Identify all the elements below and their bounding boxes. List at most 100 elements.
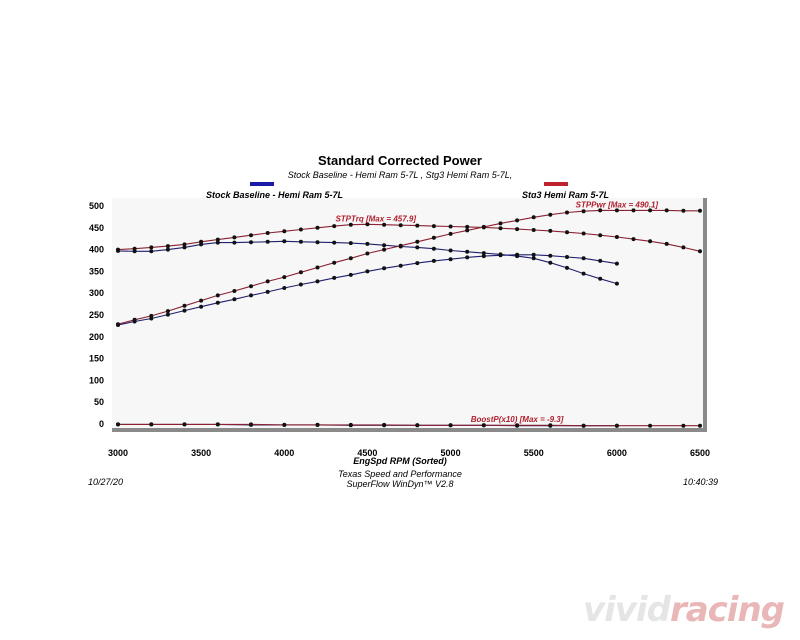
data-point bbox=[215, 237, 220, 242]
data-point bbox=[415, 239, 420, 244]
data-point bbox=[565, 230, 569, 235]
data-point bbox=[614, 208, 619, 213]
data-point bbox=[249, 284, 253, 289]
data-point bbox=[282, 239, 287, 244]
data-point bbox=[298, 239, 303, 244]
data-point bbox=[132, 317, 137, 322]
data-point bbox=[365, 269, 370, 274]
data-point bbox=[565, 210, 569, 215]
data-point bbox=[232, 235, 237, 240]
footer-company: Texas Speed and Performance bbox=[338, 469, 462, 479]
data-point bbox=[315, 422, 320, 427]
data-point bbox=[531, 256, 536, 261]
data-point bbox=[298, 270, 303, 275]
data-point bbox=[614, 423, 619, 428]
data-point bbox=[548, 253, 553, 258]
data-point bbox=[481, 251, 486, 256]
data-point bbox=[465, 249, 470, 254]
y-tick-label: 100 bbox=[89, 375, 104, 385]
data-point bbox=[581, 271, 586, 276]
data-point bbox=[431, 246, 436, 251]
data-point bbox=[581, 423, 586, 428]
data-point bbox=[382, 243, 387, 248]
y-tick-label: 0 bbox=[99, 419, 104, 429]
y-tick-label: 450 bbox=[89, 223, 104, 233]
data-point bbox=[348, 241, 353, 246]
data-point bbox=[282, 422, 287, 427]
data-point bbox=[548, 212, 553, 217]
data-point bbox=[664, 241, 669, 246]
data-point bbox=[398, 223, 403, 228]
data-point bbox=[465, 255, 470, 260]
data-point bbox=[165, 309, 170, 314]
data-point bbox=[265, 231, 270, 235]
annotation-label: BoostP(x10) [Max = -9.3] bbox=[471, 415, 564, 424]
data-point bbox=[698, 423, 702, 428]
data-point bbox=[165, 244, 170, 249]
data-point bbox=[598, 258, 603, 263]
data-point bbox=[232, 289, 237, 293]
data-point bbox=[332, 224, 337, 229]
data-point bbox=[315, 265, 320, 270]
data-point bbox=[448, 224, 453, 229]
data-point bbox=[348, 272, 353, 277]
x-tick-label: 6000 bbox=[607, 448, 627, 458]
data-point bbox=[614, 261, 619, 266]
data-point bbox=[382, 247, 387, 252]
data-point bbox=[132, 246, 137, 251]
data-point bbox=[598, 208, 603, 213]
x-tick-label: 5000 bbox=[441, 448, 461, 458]
y-tick-label: 500 bbox=[89, 201, 104, 211]
data-point bbox=[498, 253, 503, 258]
data-point bbox=[182, 245, 187, 250]
data-point bbox=[614, 235, 619, 239]
data-point bbox=[265, 289, 270, 294]
data-point bbox=[448, 257, 453, 262]
data-point bbox=[149, 422, 154, 427]
data-point bbox=[116, 422, 120, 427]
data-point bbox=[348, 256, 353, 261]
y-tick-label: 300 bbox=[89, 288, 104, 298]
data-point bbox=[232, 240, 237, 245]
data-point bbox=[282, 286, 287, 290]
data-point bbox=[215, 240, 220, 245]
data-point bbox=[165, 247, 170, 252]
data-point bbox=[581, 256, 586, 261]
legend-stock-swatch bbox=[250, 182, 274, 186]
data-point bbox=[698, 249, 702, 254]
data-point bbox=[515, 218, 520, 223]
x-tick-label: 4000 bbox=[274, 448, 294, 458]
data-point bbox=[215, 293, 220, 298]
data-point bbox=[382, 422, 387, 427]
series-line-1 bbox=[117, 254, 617, 326]
data-point bbox=[548, 228, 553, 233]
data-point bbox=[598, 233, 603, 238]
legend-stg3-label: Stg3 Hemi Ram 5-7L bbox=[522, 190, 610, 200]
data-point bbox=[348, 222, 353, 227]
footer-time: 10:40:39 bbox=[683, 477, 719, 487]
data-point bbox=[565, 255, 569, 259]
data-point bbox=[149, 249, 154, 254]
data-point bbox=[415, 223, 420, 228]
data-point bbox=[249, 233, 253, 238]
data-point bbox=[431, 224, 436, 229]
data-point bbox=[631, 208, 636, 213]
data-point bbox=[298, 282, 303, 287]
data-point bbox=[648, 239, 653, 244]
data-point bbox=[465, 224, 470, 229]
data-point bbox=[631, 237, 636, 242]
data-point bbox=[598, 276, 603, 281]
x-tick-label: 4500 bbox=[357, 448, 377, 458]
legend-stg3-swatch bbox=[544, 182, 568, 186]
data-point bbox=[215, 422, 220, 427]
data-point bbox=[498, 226, 503, 231]
data-point bbox=[165, 312, 170, 317]
vividracing-watermark: vividracing bbox=[583, 590, 785, 630]
data-point bbox=[515, 252, 520, 257]
data-point bbox=[265, 239, 270, 244]
y-tick-label: 250 bbox=[89, 310, 104, 320]
data-point bbox=[382, 222, 387, 227]
data-point bbox=[581, 231, 586, 236]
data-point bbox=[382, 266, 387, 271]
